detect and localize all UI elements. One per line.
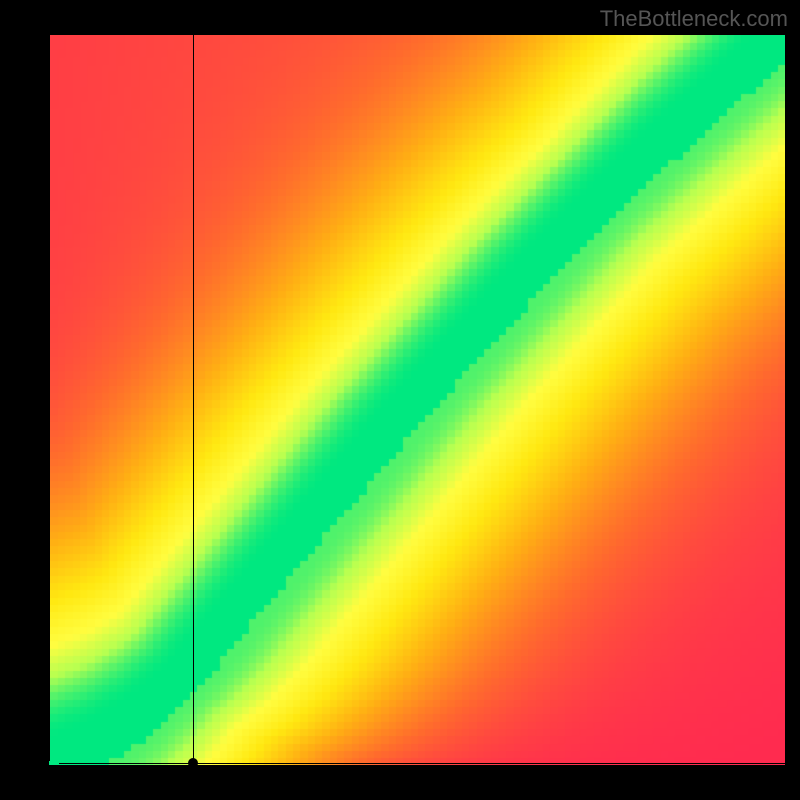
bottleneck-heatmap xyxy=(50,35,785,765)
origin-x-tick xyxy=(49,761,59,765)
crosshair-horizontal-line xyxy=(50,763,785,764)
crosshair-vertical-line xyxy=(193,35,194,765)
watermark-text: TheBottleneck.com xyxy=(600,6,788,32)
chart-container: TheBottleneck.com xyxy=(0,0,800,800)
crosshair-dot xyxy=(188,758,198,768)
